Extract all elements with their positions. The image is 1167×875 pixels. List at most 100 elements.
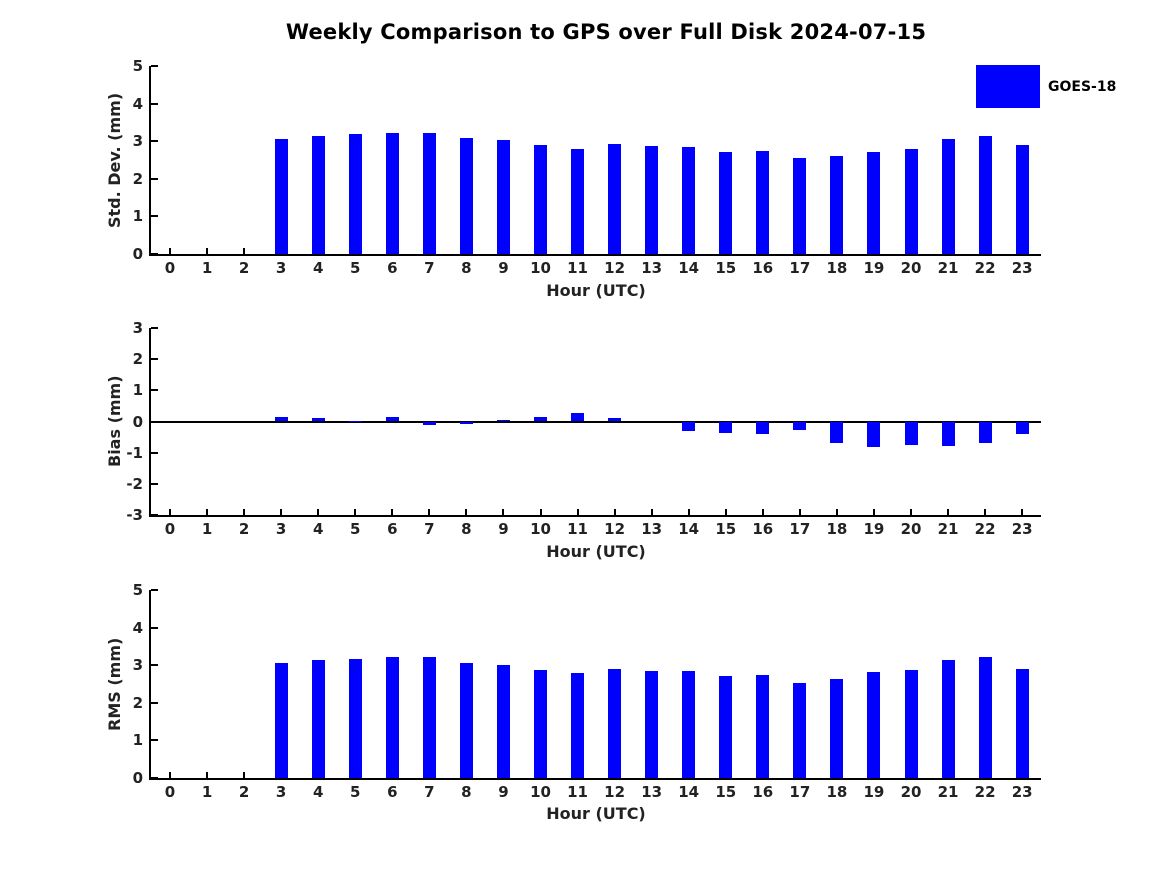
- x-tick-label: 5: [350, 259, 361, 277]
- x-tick-label: 6: [387, 259, 398, 277]
- bar-hour-5: [348, 134, 362, 254]
- bar-hour-17: [793, 421, 807, 430]
- y-tick: [151, 65, 158, 67]
- x-tick: [243, 509, 246, 515]
- x-tick: [391, 509, 394, 515]
- y-tick-label: 1: [132, 207, 143, 226]
- x-tick: [613, 509, 616, 515]
- x-tick: [910, 509, 912, 515]
- x-tick-label: 22: [974, 783, 996, 801]
- bar-hour-22: [978, 656, 992, 778]
- x-tick-label: 19: [863, 259, 885, 277]
- plot-area-bias: [149, 327, 1041, 517]
- x-tick-label: 22: [974, 259, 996, 277]
- bar-hour-12: [608, 144, 622, 254]
- x-tick-label: 13: [641, 520, 663, 538]
- x-tick-label: 18: [826, 259, 848, 277]
- bar-hour-7: [422, 421, 436, 425]
- y-tick-labels: 0 1 2 3 4 5: [99, 581, 147, 787]
- bar-hour-18: [830, 679, 844, 778]
- bar-hour-17: [793, 682, 807, 778]
- x-tick-label: 17: [789, 259, 811, 277]
- x-tick-label: 4: [312, 259, 324, 277]
- x-tick: [280, 509, 283, 515]
- y-tick: [151, 626, 158, 629]
- y-tick-label: 0: [132, 412, 143, 431]
- bar-hour-12: [608, 417, 622, 422]
- bar-hour-13: [645, 670, 659, 778]
- x-tick: [243, 772, 246, 778]
- x-tick-labels: 0 1 2 3 4 5 6 7 8 9 10 11 12 13 14 15 16 17 18 19 20 21 22 23: [151, 520, 1041, 540]
- x-tick-label: 4: [312, 520, 324, 538]
- y-tick-label: 2: [132, 169, 143, 188]
- x-tick: [206, 509, 209, 515]
- x-tick: [576, 509, 579, 515]
- y-tick: [151, 701, 158, 704]
- x-tick-label: 20: [900, 259, 922, 277]
- x-tick-label: 2: [238, 259, 250, 277]
- bar-hour-21: [941, 421, 955, 447]
- x-tick-label: 18: [826, 520, 848, 538]
- x-tick-label: 1: [201, 259, 213, 277]
- x-tick-label: 23: [1011, 259, 1033, 277]
- legend: GOES-18: [976, 65, 1116, 108]
- bar-hour-3: [274, 416, 288, 422]
- y-tick-label: 3: [132, 656, 143, 675]
- x-tick: [354, 509, 357, 515]
- x-tick-label: 6: [387, 783, 398, 801]
- x-tick-label: 23: [1011, 520, 1033, 538]
- y-tick: [151, 589, 158, 591]
- x-tick-label: 16: [752, 783, 774, 801]
- y-tick: [151, 739, 158, 742]
- x-tick: [465, 509, 468, 515]
- y-tick: [151, 215, 158, 218]
- x-tick: [798, 509, 801, 515]
- bar-hour-10: [534, 417, 547, 422]
- bar-hour-19: [867, 671, 881, 778]
- x-tick-label: 3: [275, 520, 287, 538]
- bar-hour-22: [978, 135, 992, 254]
- x-axis-label: Hour (UTC): [546, 804, 646, 823]
- y-tick-label: 3: [132, 132, 143, 151]
- bar-hour-14: [682, 670, 696, 778]
- x-tick-label: 12: [604, 259, 626, 277]
- x-tick: [687, 509, 690, 515]
- bar-hour-14: [682, 146, 696, 254]
- y-tick: [151, 482, 158, 485]
- bar-hour-16: [756, 150, 770, 254]
- bar-hour-16: [756, 674, 770, 778]
- bar-hour-8: [459, 421, 473, 424]
- y-tick-label: -2: [126, 474, 143, 493]
- bar-hour-23: [1015, 145, 1029, 254]
- x-tick-label: 0: [164, 783, 176, 801]
- x-tick-label: 11: [567, 520, 588, 538]
- x-tick-label: 17: [789, 520, 811, 538]
- y-tick-label: 1: [132, 731, 143, 750]
- x-tick-label: 8: [461, 520, 472, 538]
- bar-hour-19: [867, 421, 881, 448]
- y-tick-label: -3: [126, 506, 143, 524]
- x-tick-labels: 0 1 2 3 4 5 6 7 8 9 10 11 12 13 14 15 16 17 18 19 20 21 22 23: [151, 783, 1041, 803]
- x-axis-label: Hour (UTC): [546, 281, 646, 300]
- y-tick: [151, 451, 158, 454]
- bar-hour-9: [496, 665, 510, 778]
- bar-hour-4: [311, 417, 325, 422]
- x-tick: [169, 509, 171, 515]
- bar-hour-21: [941, 139, 955, 254]
- x-tick: [761, 509, 764, 515]
- x-tick-label: 22: [974, 520, 996, 538]
- bar-hour-5: [348, 658, 362, 778]
- x-tick-label: 13: [641, 783, 663, 801]
- x-tick-label: 12: [604, 520, 626, 538]
- y-tick-labels: 0 1 2 3 4 5: [99, 57, 147, 263]
- x-tick-label: 5: [350, 520, 361, 538]
- x-tick-label: 21: [937, 259, 959, 277]
- x-axis-spine: [149, 778, 1041, 780]
- x-tick: [724, 509, 727, 515]
- x-tick: [835, 509, 838, 515]
- bar-hour-20: [904, 421, 918, 445]
- x-tick: [984, 509, 987, 515]
- bar-hour-8: [459, 662, 473, 778]
- plot-area-std-dev: [149, 65, 1041, 256]
- bar-hour-23: [1015, 668, 1029, 778]
